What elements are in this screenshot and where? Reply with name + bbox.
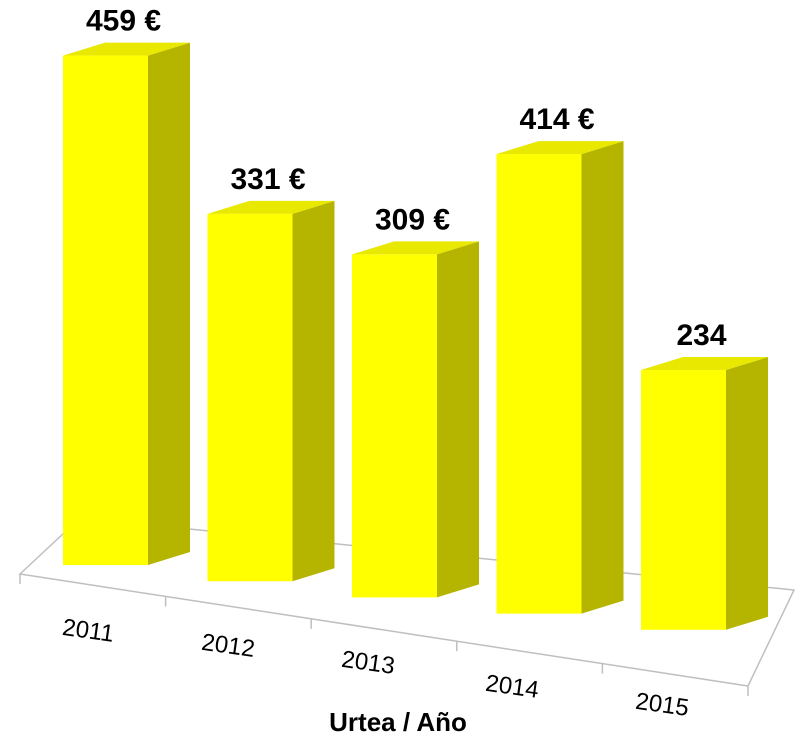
x-tick-label: 2015 xyxy=(634,688,691,722)
x-axis-title: Urtea / Año xyxy=(329,707,467,737)
bar-side xyxy=(581,141,624,614)
value-label: 309 € xyxy=(375,203,450,236)
bar-side xyxy=(292,200,335,582)
bar-side xyxy=(148,42,190,566)
bar-top xyxy=(207,200,335,214)
bar-side xyxy=(437,241,479,598)
bar-top xyxy=(641,357,768,371)
bar xyxy=(63,55,148,566)
bar xyxy=(496,154,582,614)
x-tick-label: 2014 xyxy=(484,670,541,704)
bar xyxy=(352,254,437,598)
bar xyxy=(207,213,293,582)
bar-top xyxy=(63,42,190,56)
value-label: 459 € xyxy=(86,4,161,37)
x-tick-label: 2012 xyxy=(200,629,257,663)
value-label: 414 € xyxy=(519,103,594,136)
bar-side xyxy=(726,357,768,630)
value-label: 331 € xyxy=(230,163,305,196)
value-label: 234 xyxy=(676,319,726,352)
x-tick-label: 2013 xyxy=(340,646,397,680)
bar-top xyxy=(496,141,624,155)
x-tick-label: 2011 xyxy=(61,614,116,648)
bar-top xyxy=(352,241,479,255)
bar xyxy=(641,370,726,630)
